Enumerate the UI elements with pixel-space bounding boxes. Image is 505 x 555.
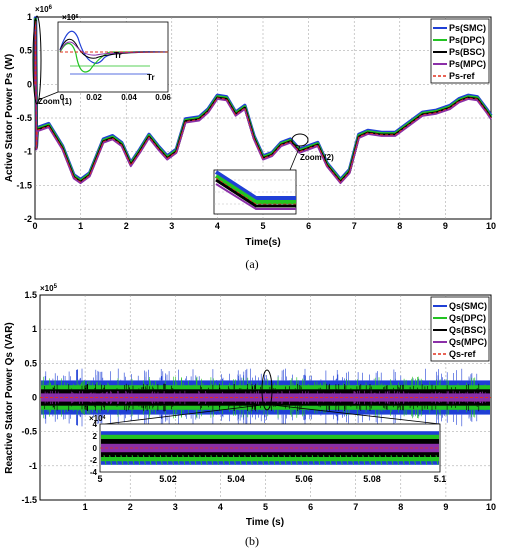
y-tick-label: -0.5: [16, 113, 32, 123]
zoom1-xtick-1: 0.02: [86, 93, 102, 102]
x-tick-label: 3: [173, 502, 178, 512]
panel-a-series: [33, 16, 493, 185]
inset-y-tick-label: 4: [93, 420, 98, 429]
y-tick-label: 0.5: [24, 358, 37, 368]
x-tick-label: 1: [83, 502, 88, 512]
legend-label-ps-mpc: Ps(MPC): [449, 59, 486, 69]
x-tick-label: 8: [397, 221, 402, 231]
inset-x-tick-label: 5.06: [295, 474, 313, 484]
inset-x-tick-label: 5: [97, 474, 102, 484]
legend-label-qs-ref: Qs-ref: [449, 349, 477, 359]
x-tick-label: 5: [260, 221, 265, 231]
legend-label-ps-smc: Ps(SMC): [449, 23, 486, 33]
x-tick-label: 10: [486, 502, 496, 512]
legend-label-ps-ref: Ps-ref: [449, 71, 476, 81]
x-tick-label: 1: [78, 221, 83, 231]
y-tick-label: 0: [32, 393, 37, 403]
x-tick-label: 7: [353, 502, 358, 512]
legend-label-qs-mpc: Qs(MPC): [449, 337, 487, 347]
zoom1-xtick-2: 0.04: [121, 93, 137, 102]
zoom1-annotation-tr-2: Tr: [147, 73, 155, 82]
inset-b-multiplier: ×104: [89, 414, 106, 423]
y-tick-label: -1.5: [16, 180, 32, 190]
y-tick-label: 0.5: [19, 46, 32, 56]
zoom1-xtick-3: 0.06: [155, 93, 171, 102]
panel-b-ticks: 1 2 3 4 5 6 7 8 9 10 -1.5 -1 -0.5 0 0.5 1 1.5: [21, 290, 496, 512]
panel-b-legend: Qs(SMC) Qs(DPC) Qs(BSC) Qs(MPC) Qs-ref: [430, 296, 490, 362]
y-tick-label: 0: [27, 79, 32, 89]
legend-label-ps-dpc: Ps(DPC): [449, 35, 485, 45]
inset-y-tick-label: -4: [90, 468, 98, 477]
panel-b-x-axis-label: Time (s): [246, 517, 284, 528]
panel-a-multiplier: ×106: [35, 5, 53, 14]
y-tick-label: 1.5: [24, 290, 37, 300]
y-tick-label: -1.5: [21, 495, 37, 505]
x-tick-label: 3: [169, 221, 174, 231]
x-tick-label: 9: [443, 502, 448, 512]
panel-a-x-axis-label: Time(s): [245, 237, 280, 248]
zoom1-marker: [32, 15, 42, 105]
inset-y-tick-label: 0: [93, 444, 98, 453]
legend-label-qs-dpc: Qs(DPC): [449, 313, 486, 323]
x-tick-label: 6: [308, 502, 313, 512]
inset-dpc-spikes: [103, 455, 439, 465]
series-noise-smc: [44, 368, 478, 427]
y-tick-label: 1: [32, 324, 37, 334]
panel-a-zoom2-inset: [213, 169, 297, 215]
y-tick-label: -2: [24, 214, 32, 224]
y-tick-label: 1: [27, 12, 32, 22]
legend-label-ps-bsc: Ps(BSC): [449, 47, 485, 57]
panel-a-zoom1-inset: Tr Tr ×106 0 0.02 0.04 0.06: [57, 13, 171, 102]
series-noise-dpc: [41, 376, 486, 419]
series-line-bsc: [33, 19, 493, 184]
zoom2-label: Zoom (2): [300, 153, 334, 162]
panel-b-reactive-power: 1 2 3 4 5 6 7 8 9 10 -1.5 -1 -0.5 0 0.5 1 1.5 ×105 Time …: [4, 284, 496, 548]
legend-label-qs-smc: Qs(SMC): [449, 301, 487, 311]
series-line-mpc: [34, 20, 492, 185]
panel-a-y-axis-label: Active Stator Power Ps (W): [4, 54, 15, 182]
panel-a-caption: (a): [245, 257, 258, 271]
panel-a-ticks: 0 1 2 3 4 5 6 7 8 9 10 -2 -1.5 -1 -0.5 0 0.5 1: [16, 12, 496, 231]
legend-label-qs-bsc: Qs(BSC): [449, 325, 486, 335]
x-tick-label: 4: [215, 221, 220, 231]
x-tick-label: 10: [486, 221, 496, 231]
x-tick-label: 9: [443, 221, 448, 231]
x-tick-label: 4: [218, 502, 223, 512]
inset-x-tick-label: 5.1: [434, 474, 447, 484]
panel-b-zoom-marker: [261, 369, 273, 411]
y-tick-label: -1: [29, 461, 37, 471]
inset-x-tick-label: 5.04: [227, 474, 245, 484]
zoom1-annotation-tr: Tr: [114, 51, 122, 60]
panel-b-y-axis-label: Reactive Stator Power Qs (VAR): [4, 322, 15, 474]
panel-b-zoom-inset: ×104 -4 -2 0 2 4 5 5.02 5.04 5.06 5.08 5.1: [89, 414, 446, 484]
zoom1-label: Zoom (1): [38, 97, 72, 106]
x-tick-label: 6: [306, 221, 311, 231]
x-tick-label: 0: [32, 221, 37, 231]
inset-x-tick-label: 5.02: [159, 474, 177, 484]
panel-a-legend: Ps(SMC) Ps(DPC) Ps(BSC) Ps(MPC) Ps-ref: [430, 18, 490, 84]
panel-b-caption: (b): [245, 534, 259, 548]
zoom1-xtick-0: 0: [60, 93, 65, 102]
y-tick-label: -0.5: [21, 427, 37, 437]
panel-a-active-power: 0 1 2 3 4 5 6 7 8 9 10 -2 -1.5 -1 -0.5 0 0.5 1 ×106 Time(…: [4, 5, 496, 271]
x-tick-label: 2: [124, 221, 129, 231]
x-tick-label: 2: [128, 502, 133, 512]
x-tick-label: 8: [398, 502, 403, 512]
inset-x-tick-label: 5.08: [363, 474, 381, 484]
x-tick-label: 7: [352, 221, 357, 231]
inset-y-tick-label: 2: [93, 432, 98, 441]
inset-y-tick-label: -2: [90, 456, 98, 465]
x-tick-label: 5: [263, 502, 268, 512]
y-tick-label: -1: [24, 147, 32, 157]
zoom1-multiplier: ×106: [62, 13, 79, 22]
panel-b-multiplier: ×105: [40, 284, 58, 293]
